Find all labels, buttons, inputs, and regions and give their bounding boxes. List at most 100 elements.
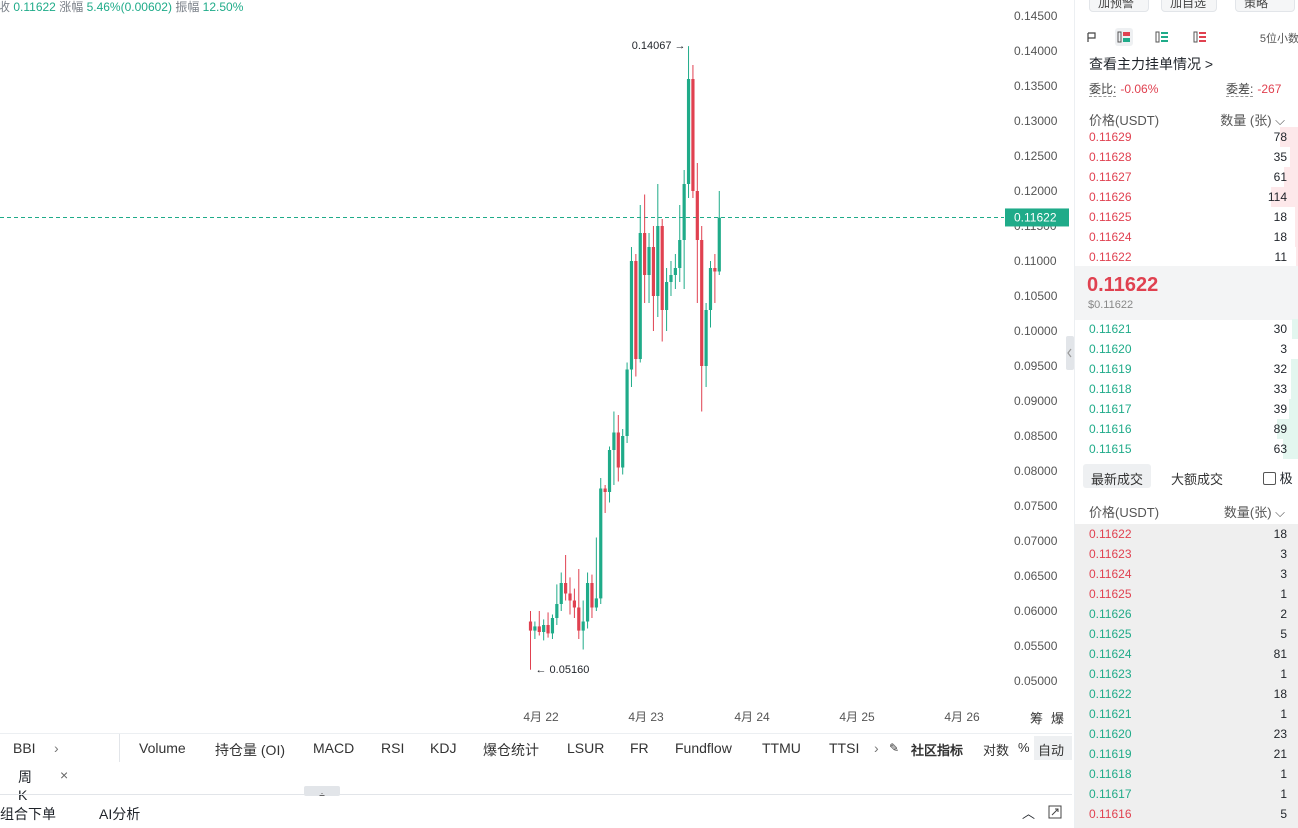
trade-price: 0.11623 — [1089, 547, 1132, 561]
candle-body — [647, 247, 651, 275]
depth-bar — [1294, 207, 1298, 227]
indicator-10[interactable]: TTSI — [829, 740, 860, 756]
candle-body — [651, 247, 656, 296]
flag-icon[interactable] — [1083, 28, 1101, 46]
depth-bar — [1279, 127, 1298, 147]
trades-list: 0.11622 18 0.11623 3 0.11624 3 0.11625 1 0.11626… — [1075, 524, 1298, 828]
candle-body — [568, 593, 572, 601]
more-indicators-icon[interactable]: › — [874, 740, 879, 756]
depth-bar — [1283, 439, 1298, 459]
edit-icon[interactable]: ✎ — [889, 741, 900, 755]
extreme-filter[interactable]: 极 — [1263, 468, 1293, 487]
candle-body — [537, 626, 541, 632]
percent-scale-toggle[interactable]: % — [1018, 740, 1030, 755]
orderbook-asks-icon[interactable] — [1191, 28, 1209, 46]
extreme-label: 极 — [1279, 471, 1293, 486]
orderbook-qty-col[interactable]: 数量 (张) ⌵ — [1220, 113, 1285, 128]
combo-order-tab[interactable]: 组合下单 — [0, 806, 56, 822]
orderbook-row[interactable]: 0.11620 3 — [1075, 339, 1298, 359]
orderbook-qty: 89 — [1273, 422, 1287, 436]
indicator-2[interactable]: MACD — [313, 740, 355, 756]
tab-latest-trades[interactable]: 最新成交 — [1083, 464, 1152, 488]
divider — [119, 734, 120, 762]
candlestick-chart[interactable]: 0.14500 0.14000 0.13500 0.13000 0.12500 0.120… — [0, 0, 1072, 730]
indicator-6[interactable]: LSUR — [567, 740, 605, 756]
orderbook-row[interactable]: 0.11616 89 — [1075, 419, 1298, 439]
orderbook-bids-icon[interactable] — [1153, 28, 1171, 46]
candle-body — [533, 626, 537, 631]
indicator-1[interactable]: 持仓量 (OI) — [215, 742, 285, 758]
orderbook-qty: 32 — [1273, 362, 1287, 376]
chevron-up-icon[interactable]: ︿ — [1022, 806, 1036, 821]
add-alert-button[interactable]: 加预警 — [1089, 0, 1149, 12]
chevron-right-icon[interactable]: › — [54, 740, 59, 756]
trade-price: 0.11619 — [1089, 747, 1132, 761]
depth-bar — [1296, 247, 1298, 267]
orderbook-row[interactable]: 0.11619 32 — [1075, 359, 1298, 379]
chart-area[interactable]: 收 0.11622 涨幅 5.46%(0.00602) 振幅 12.50% 0.… — [0, 0, 1072, 730]
orderbook-row[interactable]: 0.11625 18 — [1075, 207, 1298, 227]
candle-body — [669, 275, 673, 282]
orderbook-row[interactable]: 0.11617 39 — [1075, 399, 1298, 419]
indicator-3[interactable]: RSI — [381, 740, 405, 756]
orderbook-price: 0.11624 — [1089, 230, 1132, 244]
trades-qty-col[interactable]: 数量(张) ⌵ — [1223, 505, 1285, 520]
candle-body — [625, 369, 629, 436]
candle-body — [682, 184, 686, 240]
orderbook-price: 0.11616 — [1089, 422, 1132, 436]
tab-large-trades[interactable]: 大额成交 — [1171, 472, 1224, 487]
orderbook-both-icon[interactable] — [1115, 28, 1133, 46]
current-price-tag — [1005, 208, 1069, 227]
orderbook-row[interactable]: 0.11628 35 — [1075, 147, 1298, 167]
x-tick-label: 4月 24 — [734, 710, 770, 724]
indicator-9[interactable]: TTMU — [762, 740, 801, 756]
orderbook-qty: 61 — [1273, 170, 1287, 184]
orderbook-row[interactable]: 0.11622 11 — [1075, 247, 1298, 267]
indicator-bar: BBI › Volume 持仓量 (OI) MACD RSI KDJ 爆仓统计 LSUR FR… — [0, 733, 1072, 762]
y-tick-label: 0.08500 — [1014, 429, 1058, 443]
strategy-button[interactable]: 策略 — [1235, 0, 1295, 12]
diff-value: -267 — [1257, 82, 1282, 96]
indicator-8[interactable]: Fundflow — [675, 740, 732, 756]
depth-bar — [1270, 187, 1298, 207]
depth-bar — [1283, 167, 1298, 187]
add-watchlist-button[interactable]: 加自选 — [1161, 0, 1217, 12]
trade-row: 0.11618 1 — [1075, 764, 1298, 784]
community-indicators[interactable]: 社区指标 — [911, 743, 964, 758]
trade-row: 0.11624 81 — [1075, 644, 1298, 664]
orderbook-row[interactable]: 0.11627 61 — [1075, 167, 1298, 187]
trade-price: 0.11625 — [1089, 627, 1132, 641]
whale-orders-link[interactable]: 查看主力挂单情况 > — [1089, 56, 1214, 72]
orderbook-qty: 35 — [1273, 150, 1287, 164]
candle-body — [673, 268, 677, 275]
orderbook-row[interactable]: 0.11615 63 — [1075, 439, 1298, 459]
ai-analysis-tab[interactable]: AI分析 — [99, 806, 141, 822]
indicator-7[interactable]: FR — [630, 740, 649, 756]
orderbook-row[interactable]: 0.11621 30 — [1075, 319, 1298, 339]
indicator-0[interactable]: Volume — [139, 740, 186, 756]
log-scale-toggle[interactable]: 对数 — [983, 743, 1010, 758]
trade-price: 0.11625 — [1089, 587, 1132, 601]
y-tick-label: 0.14500 — [1014, 9, 1058, 23]
panel-collapse-handle[interactable] — [1066, 336, 1074, 370]
auto-scale-toggle[interactable]: 自动 — [1034, 736, 1072, 760]
candle-body — [542, 625, 546, 632]
order-ratio-row: 委比: -0.06% 委差: -267 — [1089, 80, 1293, 97]
indicator-4[interactable]: KDJ — [430, 740, 457, 756]
orderbook-row[interactable]: 0.11624 18 — [1075, 227, 1298, 247]
indicator-5[interactable]: 爆仓统计 — [483, 742, 539, 758]
expand-icon[interactable] — [1048, 805, 1062, 822]
main-indicator-bbi[interactable]: BBI — [13, 740, 36, 756]
candle-body — [599, 488, 603, 599]
decimals-select[interactable]: 5位小数 — [1259, 33, 1298, 45]
close-icon[interactable]: × — [60, 767, 69, 783]
period-weekly[interactable]: 周K — [18, 769, 32, 803]
trade-tabs: 最新成交 大额成交 极 — [1075, 462, 1298, 488]
candle-body — [700, 240, 704, 366]
orderbook-row[interactable]: 0.11629 78 — [1075, 127, 1298, 147]
y-tick-label: 0.10000 — [1014, 324, 1058, 338]
orderbook-row[interactable]: 0.11626 114 — [1075, 187, 1298, 207]
extreme-checkbox[interactable] — [1263, 472, 1276, 485]
trade-qty: 81 — [1273, 647, 1287, 661]
orderbook-row[interactable]: 0.11618 33 — [1075, 379, 1298, 399]
